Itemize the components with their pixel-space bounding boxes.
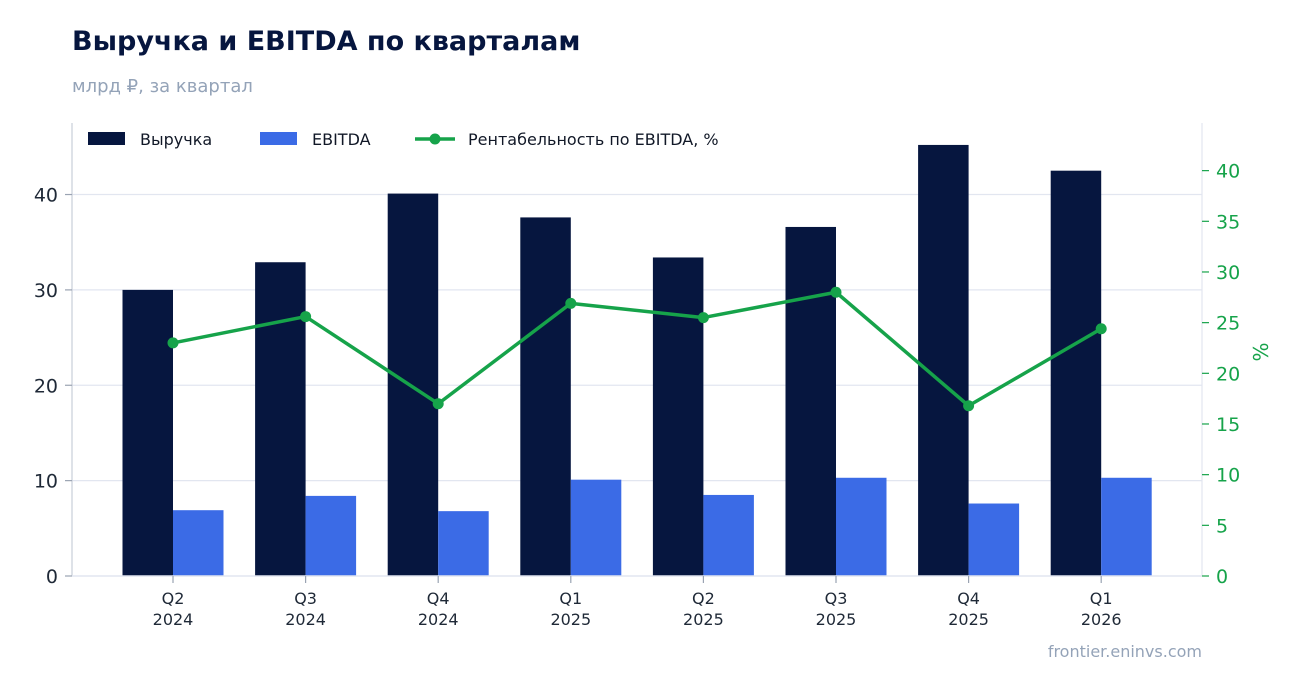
right-tick-label: 35 <box>1216 211 1240 233</box>
axes <box>71 123 1203 577</box>
x-tick-year: 2025 <box>550 610 591 629</box>
margin-point <box>432 398 444 410</box>
x-tick-quarter: Q1 <box>559 589 582 608</box>
bar-revenue <box>918 144 969 576</box>
margin-point <box>1095 323 1107 335</box>
x-tick-quarter: Q3 <box>294 589 317 608</box>
x-tick-quarter: Q1 <box>1090 589 1113 608</box>
x-tick-year: 2024 <box>285 610 326 629</box>
bars <box>122 144 1152 576</box>
legend-label-ebitda: EBITDA <box>312 130 371 149</box>
margin-point <box>963 400 975 412</box>
right-tick-label: 0 <box>1216 566 1228 588</box>
legend-label-revenue: Выручка <box>140 130 212 149</box>
bar-revenue <box>652 257 704 576</box>
left-tick-label: 20 <box>34 375 58 397</box>
left-axis-ticks: 0 10 20 30 40 <box>34 185 72 588</box>
bar-revenue <box>785 226 836 576</box>
right-axis-label: % <box>1249 342 1273 361</box>
bar-ebitda <box>173 510 224 576</box>
legend: Выручка EBITDA Рентабельность по EBITDA, % <box>88 130 719 149</box>
chart-subtitle: млрд ₽, за квартал <box>72 76 253 97</box>
x-tick-year: 2024 <box>153 610 194 629</box>
bar-ebitda <box>305 495 357 576</box>
legend-swatch-margin-point <box>429 133 441 145</box>
bar-revenue <box>1050 170 1102 576</box>
x-axis-ticks: Q2 2024 Q3 2024 Q4 2024 Q1 2025 Q2 2025 Q3 2025 Q4 20… <box>153 576 1122 629</box>
x-tick-quarter: Q4 <box>957 589 980 608</box>
left-tick-label: 10 <box>34 471 58 493</box>
margin-point <box>167 337 179 349</box>
x-tick-quarter: Q2 <box>692 589 715 608</box>
left-tick-label: 0 <box>46 566 58 588</box>
margin-point <box>565 297 577 309</box>
chart-title: Выручка и EBITDA по кварталам <box>72 26 581 57</box>
bar-revenue <box>387 193 439 576</box>
left-tick-label: 30 <box>34 280 58 302</box>
legend-swatch-ebitda <box>260 132 297 145</box>
x-tick-year: 2026 <box>1081 610 1122 629</box>
bar-ebitda <box>438 511 489 576</box>
bar-ebitda <box>1101 477 1152 576</box>
bar-revenue <box>520 217 571 576</box>
x-tick-year: 2025 <box>816 610 857 629</box>
right-tick-label: 10 <box>1216 465 1240 487</box>
bar-revenue <box>122 289 173 576</box>
right-tick-label: 25 <box>1216 313 1240 335</box>
right-tick-label: 30 <box>1216 262 1240 284</box>
x-tick-quarter: Q2 <box>162 589 185 608</box>
right-tick-label: 20 <box>1216 363 1240 385</box>
bar-ebitda <box>836 477 887 576</box>
legend-swatch-revenue <box>88 132 125 145</box>
right-tick-label: 40 <box>1216 161 1240 183</box>
bar-ebitda <box>570 479 622 576</box>
grid-lines <box>72 193 1202 482</box>
right-tick-label: 15 <box>1216 414 1240 436</box>
margin-polyline <box>172 290 1103 408</box>
margin-point <box>697 312 709 324</box>
source-credit: frontier.eninvs.com <box>1047 642 1202 661</box>
margin-point <box>300 311 312 323</box>
bar-revenue <box>255 262 306 576</box>
x-tick-year: 2025 <box>948 610 989 629</box>
right-axis-ticks: 0 5 10 15 20 25 30 35 40 <box>1202 161 1240 588</box>
x-tick-quarter: Q3 <box>825 589 848 608</box>
bar-ebitda <box>968 503 1020 576</box>
margin-line <box>167 286 1107 412</box>
legend-label-margin: Рентабельность по EBITDA, % <box>468 130 719 149</box>
x-tick-year: 2024 <box>418 610 459 629</box>
x-tick-quarter: Q4 <box>427 589 450 608</box>
left-tick-label: 40 <box>34 185 58 207</box>
x-tick-year: 2025 <box>683 610 724 629</box>
right-tick-label: 5 <box>1216 515 1228 537</box>
bar-ebitda <box>703 494 754 576</box>
margin-point <box>830 286 842 298</box>
